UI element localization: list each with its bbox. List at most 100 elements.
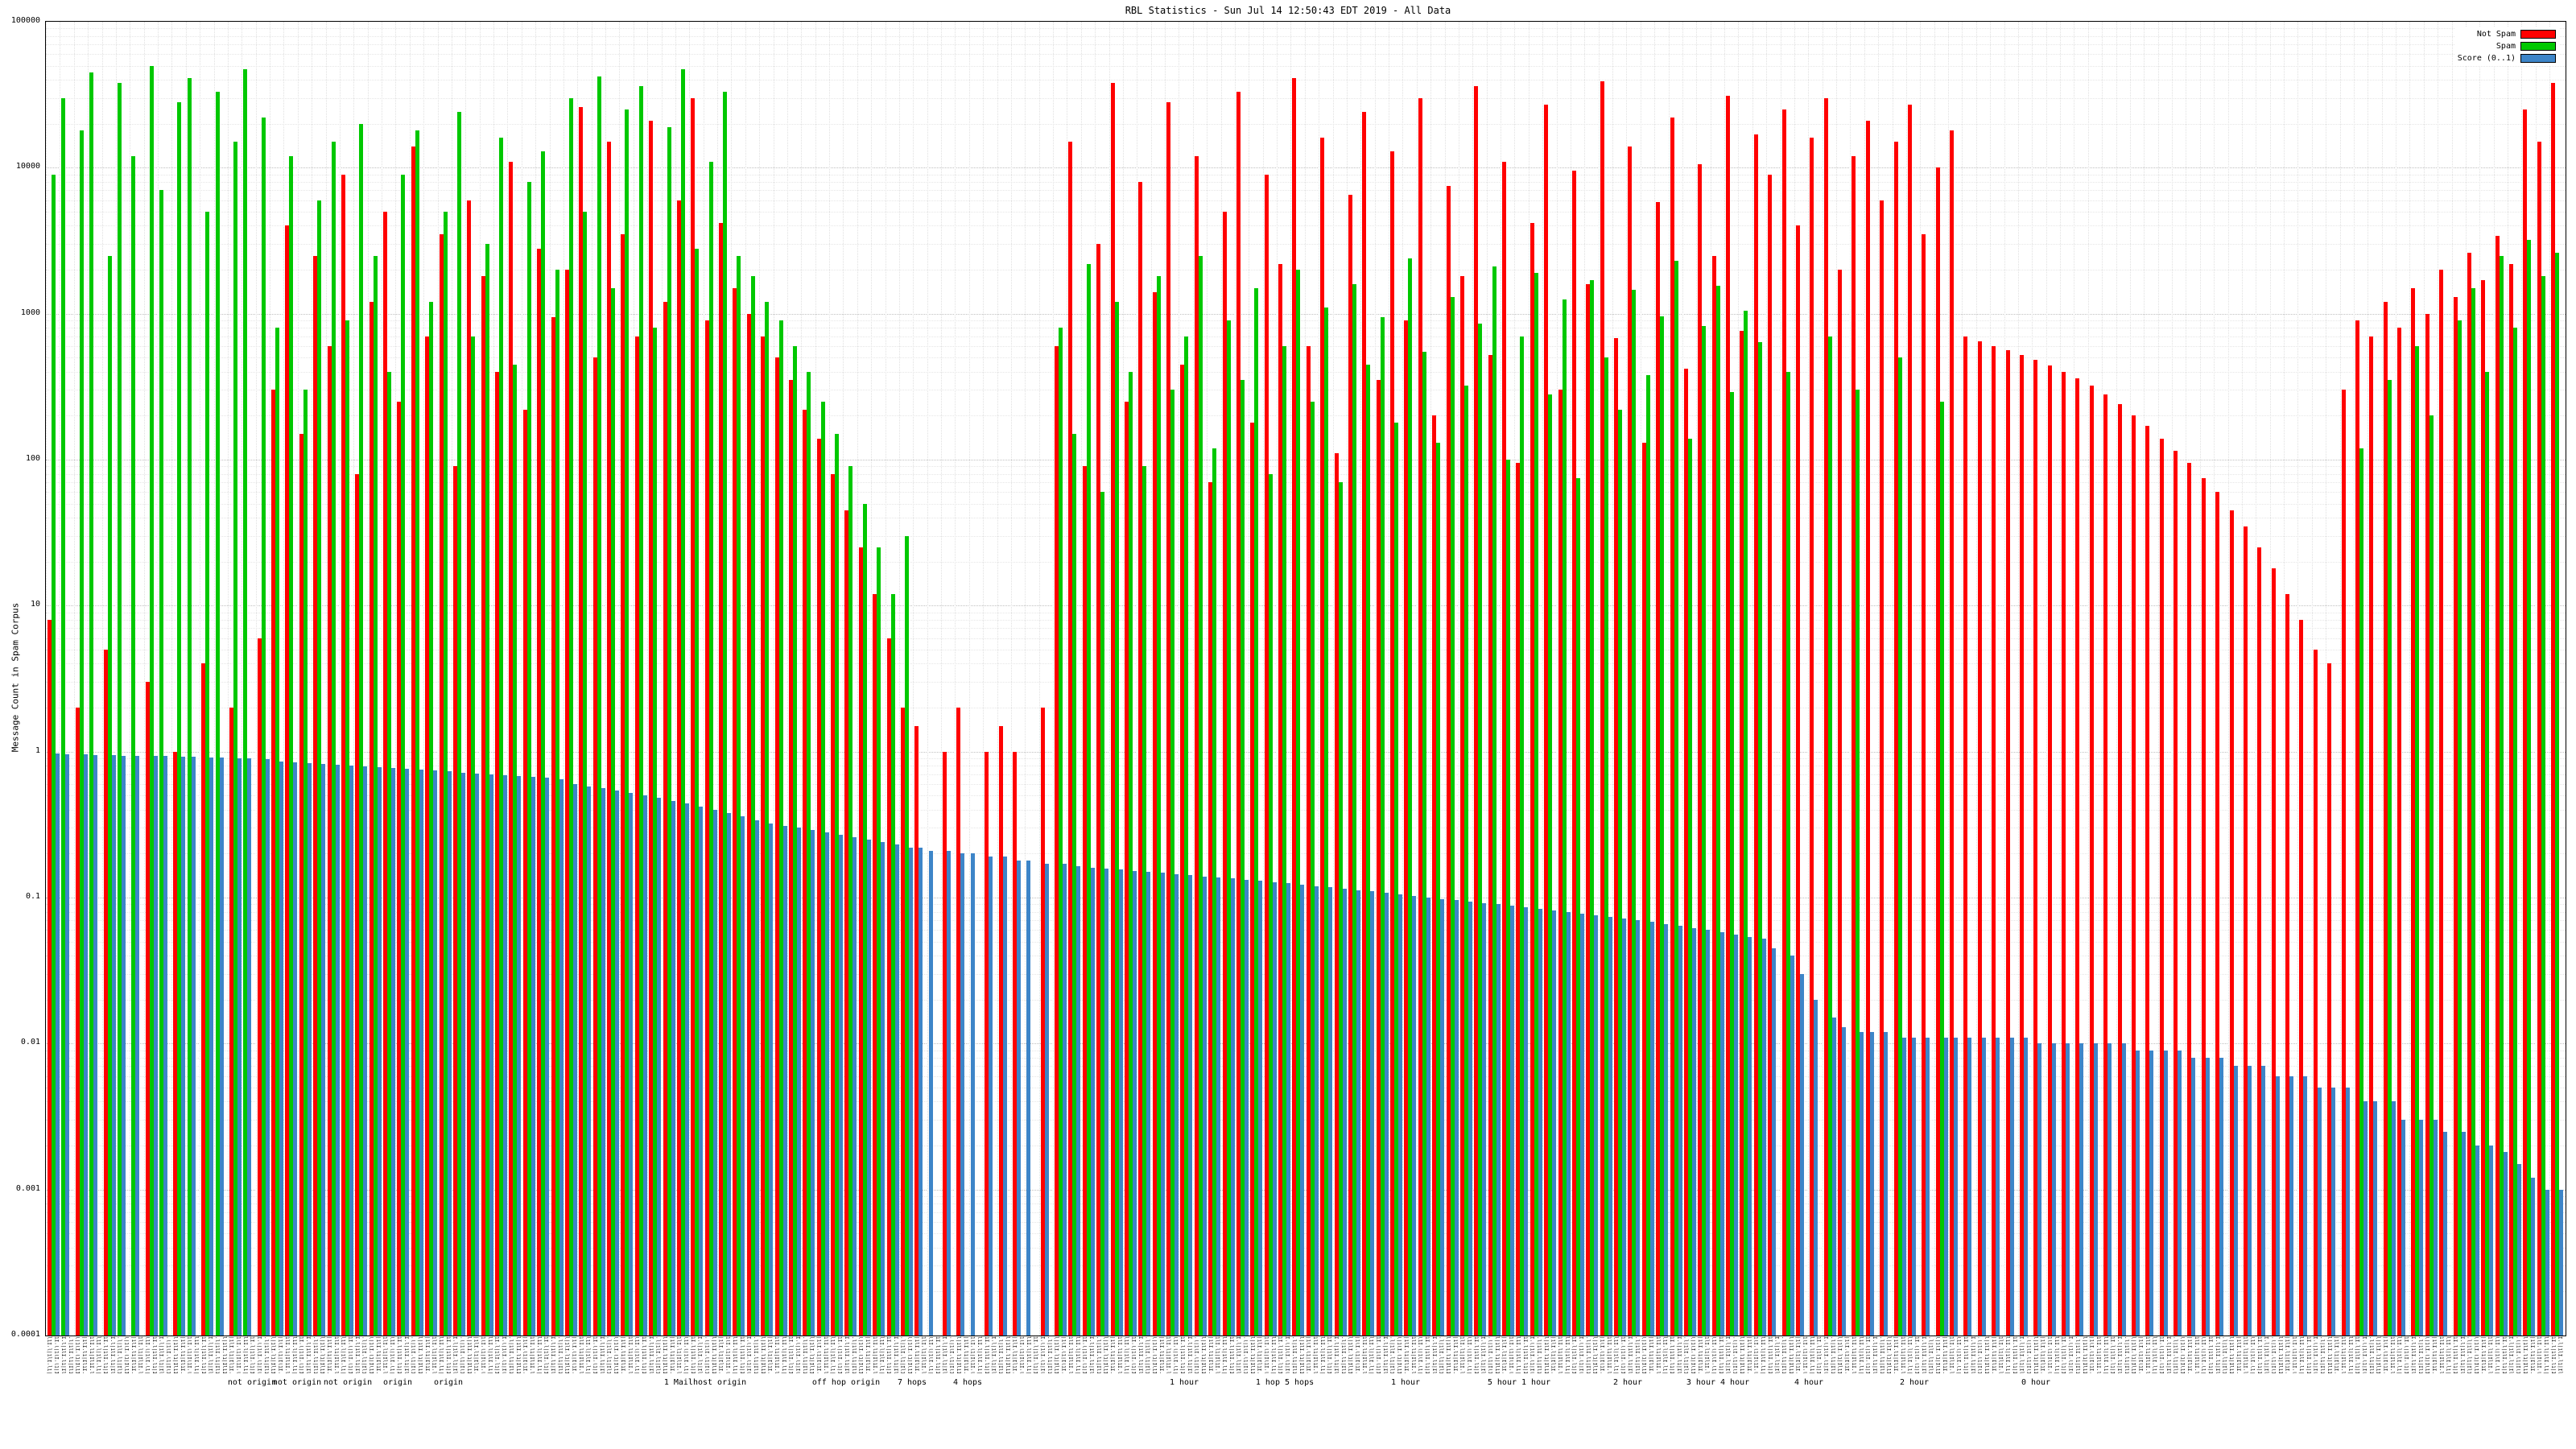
bar-cluster bbox=[801, 22, 815, 1335]
gridline-minor bbox=[46, 190, 2566, 191]
bar-cluster bbox=[563, 22, 577, 1335]
bar-spam bbox=[1184, 336, 1189, 1335]
bar-spam bbox=[149, 66, 154, 1335]
bar-not-spam bbox=[1865, 121, 1870, 1335]
bar-score-0-1- bbox=[1884, 1032, 1889, 1335]
x-tick-label: I.l|1lI.l1|Il bbox=[1235, 1336, 1241, 1373]
bar-score-0-1- bbox=[377, 767, 382, 1335]
bar-score-0-1- bbox=[671, 801, 675, 1335]
x-tick-label: I.l|1lI.l1|Il bbox=[1627, 1336, 1633, 1373]
gridline-minor bbox=[46, 466, 2566, 467]
x-tick-label: l|1lI.l1|Il1I bbox=[1298, 1336, 1304, 1373]
bar-score-0-1- bbox=[349, 766, 353, 1335]
bar-score-0-1- bbox=[2345, 1088, 2350, 1335]
bar-score-0-1- bbox=[559, 779, 564, 1335]
x-tick-label: .l|1lI.l1|Il1 bbox=[2368, 1336, 2374, 1373]
bar-cluster bbox=[927, 22, 941, 1335]
x-tick-label: l1I.l|1lI.l1| bbox=[1906, 1336, 1913, 1373]
bar-spam bbox=[52, 175, 56, 1335]
bar-score-0-1- bbox=[1342, 889, 1347, 1335]
x-tick-label: |1lI.l1|Il1I. bbox=[1990, 1336, 1996, 1373]
gridline-minor bbox=[46, 1000, 2566, 1001]
bar-score-0-1- bbox=[391, 768, 395, 1335]
gridline-minor bbox=[46, 225, 2566, 226]
bar-cluster bbox=[465, 22, 480, 1335]
x-tick-label: .l|1lI.l1|Il1 bbox=[1291, 1336, 1298, 1373]
bar-score-0-1- bbox=[1314, 886, 1319, 1335]
x-tick-label: 1lI.l1|Il1I.l bbox=[1165, 1336, 1171, 1373]
x-tick-label: .l|1lI.l1|Il1 bbox=[704, 1336, 710, 1373]
bar-not-spam bbox=[1264, 175, 1269, 1335]
bar-spam bbox=[1240, 380, 1245, 1335]
x-tick-label: |1lI.l1|Il1I. bbox=[1109, 1336, 1116, 1373]
bar-not-spam bbox=[2481, 280, 2486, 1335]
bars-layer bbox=[46, 22, 2566, 1335]
bar-score-0-1- bbox=[2433, 1120, 2438, 1335]
bar-spam bbox=[187, 78, 192, 1335]
x-tick-label: .l|1lI.l1|Il1 bbox=[1144, 1336, 1150, 1373]
bar-cluster bbox=[1374, 22, 1389, 1335]
x-tick-label: 1I.l|1lI.l1|I bbox=[1521, 1336, 1528, 1373]
x-tick-label: .l|1lI.l1|Il1 bbox=[263, 1336, 269, 1373]
gridline-minor bbox=[46, 44, 2566, 45]
x-tick-label: l|1lI.l1|Il1I bbox=[2032, 1336, 2038, 1373]
bar-score-0-1- bbox=[65, 754, 70, 1335]
x-tick-label: 1lI.l1|Il1I.l bbox=[1899, 1336, 1905, 1373]
x-tick-label: l1I.l|1lI.l1| bbox=[1515, 1336, 1521, 1373]
bar-score-0-1- bbox=[894, 844, 899, 1335]
bar-cluster bbox=[2339, 22, 2354, 1335]
bar-score-0-1- bbox=[1356, 890, 1360, 1335]
x-tick-label: 1I.l|1lI.l1|I bbox=[2207, 1336, 2214, 1373]
x-tick-label: 1I.l|1lI.l1|I bbox=[1326, 1336, 1332, 1373]
gridline-major bbox=[46, 167, 2566, 168]
bar-cluster bbox=[1332, 22, 1347, 1335]
bar-score-0-1- bbox=[741, 816, 745, 1335]
bar-not-spam bbox=[1753, 134, 1758, 1335]
x-tick-label: 1lI.l1|Il1I.l bbox=[2536, 1336, 2542, 1373]
x-tick-label: 1I.l|1lI.l1|I bbox=[1963, 1336, 1969, 1373]
bar-cluster bbox=[2465, 22, 2479, 1335]
bar-not-spam bbox=[2131, 415, 2136, 1335]
bar-score-0-1- bbox=[1076, 866, 1081, 1335]
bar-not-spam bbox=[1348, 195, 1352, 1335]
bar-not-spam bbox=[1012, 752, 1017, 1335]
bar-spam bbox=[1394, 423, 1398, 1335]
bar-not-spam bbox=[2005, 350, 2010, 1335]
x-tick-label: I.l|1lI.l1|Il bbox=[2557, 1336, 2563, 1373]
bar-not-spam bbox=[1306, 346, 1311, 1335]
x-tick-label: l|1lI.l1|Il1I bbox=[2326, 1336, 2332, 1373]
x-tick-label: |1lI.l1|Il1I. bbox=[1794, 1336, 1801, 1373]
x-tick-label: I.l|1lI.l1|Il bbox=[2116, 1336, 2123, 1373]
x-tick-label: .l|1lI.l1|Il1 bbox=[1732, 1336, 1738, 1373]
bar-not-spam bbox=[2089, 386, 2094, 1335]
x-tick-label: I.l|1lI.l1|Il bbox=[353, 1336, 360, 1373]
bar-score-0-1- bbox=[2135, 1051, 2140, 1335]
bar-not-spam bbox=[1194, 156, 1199, 1335]
bar-cluster bbox=[955, 22, 968, 1335]
x-tick-label: l|1lI.l1|Il1I bbox=[1347, 1336, 1353, 1373]
bar-spam bbox=[1310, 402, 1315, 1335]
bar-spam bbox=[1463, 386, 1468, 1335]
bar-spam bbox=[778, 320, 783, 1335]
bar-spam bbox=[1730, 392, 1734, 1335]
gridline-minor bbox=[46, 682, 2566, 683]
x-tick-label: I.l|1lI.l1|Il bbox=[550, 1336, 556, 1373]
x-tick-label: l|1lI.l1|Il1I bbox=[514, 1336, 521, 1373]
bar-score-0-1- bbox=[1384, 893, 1389, 1335]
x-tick-label: I.l|1lI.l1|Il bbox=[1137, 1336, 1143, 1373]
bar-score-0-1- bbox=[419, 770, 423, 1335]
x-tick-label: 1lI.l1|Il1I.l bbox=[1263, 1336, 1269, 1373]
bar-not-spam bbox=[537, 249, 542, 1335]
bar-cluster bbox=[1654, 22, 1669, 1335]
x-tick-label: |1lI.l1|Il1I. bbox=[2235, 1336, 2241, 1373]
x-tick-label: 1I.l|1lI.l1|I bbox=[53, 1336, 60, 1373]
x-group-label: not origin bbox=[323, 1378, 373, 1387]
bar-spam bbox=[1198, 256, 1203, 1335]
bar-spam bbox=[159, 190, 163, 1335]
x-tick-label: 1I.l|1lI.l1|I bbox=[2501, 1336, 2507, 1373]
x-tick-label: |1lI.l1|Il1I. bbox=[2088, 1336, 2095, 1373]
bar-not-spam bbox=[103, 650, 108, 1335]
x-tick-label: 1lI.l1|Il1I.l bbox=[1116, 1336, 1122, 1373]
bar-score-0-1- bbox=[587, 786, 592, 1335]
bar-cluster bbox=[1095, 22, 1109, 1335]
